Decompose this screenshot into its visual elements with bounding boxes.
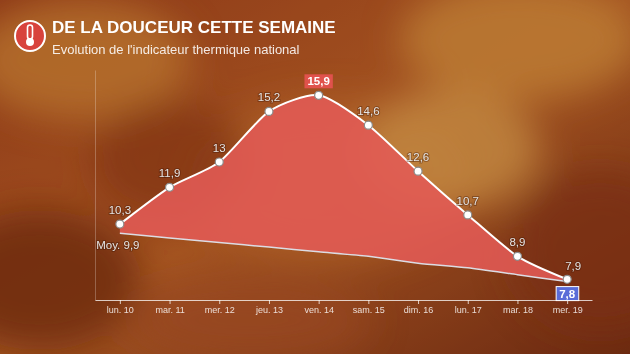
x-tick-label: dim. 16 (404, 305, 434, 315)
data-label-text: 11,9 (159, 167, 181, 179)
x-axis: lun. 10 mar. 11 mer. 12 jeu. 13 ven. 14 sam. … (96, 300, 593, 315)
x-tick: lun. 17 (455, 300, 482, 315)
marker (116, 220, 124, 228)
icon-bulb (26, 38, 34, 46)
icon-tube (28, 25, 33, 39)
marker (215, 158, 223, 166)
data-label-text: 14,6 (357, 105, 379, 117)
marker (563, 275, 571, 283)
data-label: 10,7 (457, 195, 479, 207)
data-label: 11,9 (159, 167, 181, 179)
data-label: 10,3 (109, 204, 131, 216)
y-axis (95, 71, 96, 301)
marker (166, 183, 174, 191)
marker (315, 91, 323, 99)
data-label-text: 13 (213, 142, 226, 154)
marker (464, 211, 472, 219)
data-label-text: 12,6 (407, 151, 429, 163)
data-label-text: 10,7 (457, 195, 479, 207)
marker (513, 252, 521, 260)
subtitle: Evolution de l'indicateur thermique nati… (52, 42, 300, 57)
line (120, 233, 567, 281)
x-tick-label: jeu. 13 (255, 305, 283, 315)
data-label-text: 15,9 (307, 75, 329, 87)
x-tick-mark (517, 300, 518, 304)
x-tick: jeu. 13 (255, 300, 283, 315)
x-tick: sam. 15 (353, 300, 385, 315)
markers (116, 91, 571, 283)
background (0, 0, 630, 354)
x-tick: mar. 18 (503, 300, 533, 315)
x-tick-mark (468, 300, 469, 304)
data-label-text: 7,8 (559, 288, 576, 300)
x-tick-label: mar. 11 (155, 305, 184, 315)
max-label-box (304, 74, 332, 88)
chart: DE LA DOUCEUR CETTE SEMAINE Evolution de … (0, 0, 630, 354)
x-tick-label: lun. 17 (455, 305, 482, 315)
background-shade (0, 0, 630, 354)
marker (414, 167, 422, 175)
x-tick-label: mer. 19 (553, 305, 583, 315)
title: DE LA DOUCEUR CETTE SEMAINE (52, 18, 336, 37)
x-tick-mark (170, 300, 171, 304)
x-tick: mer. 19 (553, 300, 583, 315)
x-tick-mark (368, 300, 369, 304)
x-tick-label: ven. 14 (304, 305, 334, 315)
x-tick: lun. 10 (107, 300, 134, 315)
data-label: Moy. 9,9 (96, 239, 139, 251)
area (120, 95, 567, 281)
background-fill (0, 0, 630, 354)
data-label-text: 8,9 (509, 236, 525, 248)
min-label-box (556, 287, 579, 301)
x-tick-label: lun. 10 (107, 305, 134, 315)
data-label: 7,9 (565, 260, 581, 272)
x-tick-mark (319, 300, 320, 304)
thermometer-icon (15, 21, 45, 51)
data-label: 14,6 (357, 105, 379, 117)
data-label-text: 7,9 (565, 260, 581, 272)
x-tick: dim. 16 (404, 300, 434, 315)
x-tick-mark (219, 300, 220, 304)
x-tick: mar. 11 (155, 300, 184, 315)
background-blobs (0, 0, 630, 354)
x-tick: mer. 12 (205, 300, 235, 315)
plot-area (116, 91, 571, 283)
y-axis-line (95, 71, 96, 301)
data-labels: 10,3 11,9 13 15,2 15,9 14,6 12,6 10,7 8,9 7,9 Moy.… (96, 74, 581, 300)
data-label-text: 10,3 (109, 204, 131, 216)
x-tick-label: sam. 15 (353, 305, 385, 315)
data-label: 12,6 (407, 151, 429, 163)
marker (265, 107, 273, 115)
data-label: 15,9 (304, 74, 332, 88)
data-label: 7,8 (556, 287, 579, 301)
x-tick-mark (418, 300, 419, 304)
x-tick-mark (120, 300, 121, 304)
x-tick-label: mer. 12 (205, 305, 235, 315)
x-tick-mark (269, 300, 270, 304)
x-tick-label: mar. 18 (503, 305, 533, 315)
data-label: 8,9 (509, 236, 525, 248)
data-label-text: Moy. 9,9 (96, 239, 139, 251)
marker (364, 121, 372, 129)
line (120, 95, 567, 279)
data-label: 13 (213, 142, 226, 154)
icon-circle (15, 21, 45, 51)
data-label: 15,2 (258, 91, 280, 103)
data-label-text: 15,2 (258, 91, 280, 103)
x-tick: ven. 14 (304, 300, 334, 315)
